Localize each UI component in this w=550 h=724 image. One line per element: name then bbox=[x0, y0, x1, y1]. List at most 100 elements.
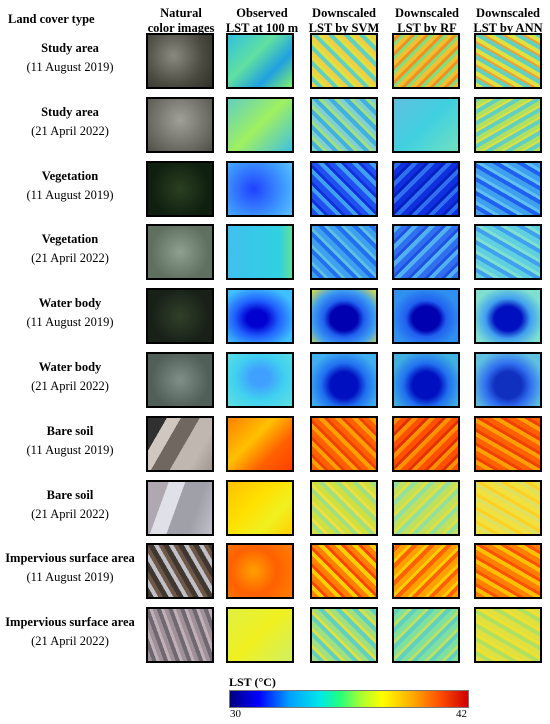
colorbar bbox=[229, 690, 469, 708]
ann-lst-map bbox=[474, 352, 542, 408]
row-label-type: Study area bbox=[41, 41, 99, 55]
natural-color-image bbox=[146, 224, 214, 281]
observed-lst-map bbox=[226, 607, 294, 664]
ann-lst-map bbox=[474, 607, 542, 664]
header-ann-line1: Downscaled bbox=[476, 6, 540, 20]
header-natural-line1: Natural bbox=[160, 6, 202, 20]
row-label-type: Impervious surface area bbox=[5, 615, 135, 630]
header-ann-line2: LST by ANN bbox=[473, 21, 543, 35]
header-land-cover-type: Land cover type bbox=[8, 12, 95, 26]
row-label-date: (21 April 2022) bbox=[31, 506, 109, 521]
rf-lst-map bbox=[392, 160, 460, 217]
header-ann: Downscaled LST by ANN bbox=[468, 6, 548, 36]
observed-lst-map bbox=[226, 33, 294, 89]
row-label-type: Vegetation bbox=[41, 232, 99, 247]
rf-lst-map bbox=[392, 543, 460, 600]
ann-lst-map bbox=[474, 224, 542, 281]
row-label-date: (21 April 2022) bbox=[31, 634, 109, 649]
natural-color-image bbox=[146, 33, 214, 89]
ann-lst-map bbox=[474, 415, 542, 472]
rf-lst-map bbox=[392, 607, 460, 664]
natural-color-image bbox=[146, 288, 214, 345]
colorbar-title: LST (°C) bbox=[229, 675, 276, 689]
observed-lst-map bbox=[226, 415, 294, 472]
natural-color-image bbox=[146, 479, 214, 536]
header-svm-line1: Downscaled bbox=[312, 6, 376, 20]
svm-lst-map bbox=[310, 352, 378, 408]
rf-lst-map bbox=[392, 224, 460, 281]
row-label-date: (21 April 2022) bbox=[31, 123, 109, 138]
rf-lst-map bbox=[392, 288, 460, 345]
row-label: Vegetation (11 August 2019) bbox=[0, 167, 140, 205]
row-label-type: Bare soil bbox=[46, 487, 94, 502]
row-label: Bare soil (11 August 2019) bbox=[0, 422, 140, 460]
row-label-date: (21 April 2022) bbox=[31, 379, 109, 393]
colorbar-min-label: 30 bbox=[230, 708, 241, 720]
row-label: Study area (21 April 2022) bbox=[0, 103, 140, 141]
header-natural-color-images: Natural color images bbox=[144, 6, 218, 36]
svm-lst-map bbox=[310, 96, 378, 153]
rf-lst-map bbox=[392, 33, 460, 89]
observed-lst-map bbox=[226, 352, 294, 408]
svm-lst-map bbox=[310, 607, 378, 664]
row-label-type: Vegetation bbox=[41, 168, 99, 183]
row-label-type: Impervious surface area bbox=[5, 551, 135, 566]
ann-lst-map bbox=[474, 96, 542, 153]
ann-lst-map bbox=[474, 160, 542, 217]
svm-lst-map bbox=[310, 224, 378, 281]
ann-lst-map bbox=[474, 479, 542, 536]
row-label-date: (11 August 2019) bbox=[26, 442, 114, 457]
rf-lst-map bbox=[392, 415, 460, 472]
row-label: Vegetation (21 April 2022) bbox=[0, 230, 140, 268]
svm-lst-map bbox=[310, 33, 378, 89]
natural-color-image bbox=[146, 415, 214, 472]
row-label-date: (21 April 2022) bbox=[31, 251, 109, 266]
row-label-date: (11 August 2019) bbox=[26, 315, 114, 330]
header-rf-line1: Downscaled bbox=[395, 6, 459, 20]
ann-lst-map bbox=[474, 33, 542, 89]
svm-lst-map bbox=[310, 543, 378, 600]
header-svm: Downscaled LST by SVM bbox=[304, 6, 384, 36]
observed-lst-map bbox=[226, 224, 294, 281]
svm-lst-map bbox=[310, 415, 378, 472]
natural-color-image bbox=[146, 96, 214, 153]
observed-lst-map bbox=[226, 288, 294, 345]
natural-color-image bbox=[146, 160, 214, 217]
observed-lst-map bbox=[226, 160, 294, 217]
header-rf-line2: LST by RF bbox=[397, 21, 457, 35]
natural-color-image bbox=[146, 352, 214, 408]
header-natural-line2: color images bbox=[147, 21, 215, 35]
header-rf: Downscaled LST by RF bbox=[390, 6, 464, 36]
header-observed-line2: LST at 100 m bbox=[225, 21, 299, 35]
row-label: Impervious surface area (21 April 2022) bbox=[0, 613, 140, 651]
row-label: Study area (11 August 2019) bbox=[0, 39, 140, 77]
row-label-type: Water body bbox=[38, 360, 102, 374]
natural-color-image bbox=[146, 543, 214, 600]
observed-lst-map bbox=[226, 543, 294, 600]
ann-lst-map bbox=[474, 543, 542, 600]
row-label: Impervious surface area (11 August 2019) bbox=[0, 549, 140, 587]
row-label-type: Water body bbox=[38, 296, 102, 311]
natural-color-image bbox=[146, 607, 214, 664]
svm-lst-map bbox=[310, 160, 378, 217]
row-label-date: (11 August 2019) bbox=[26, 60, 114, 74]
row-label-type: Bare soil bbox=[46, 423, 94, 438]
header-observed-lst: Observed LST at 100 m bbox=[224, 6, 300, 36]
rf-lst-map bbox=[392, 352, 460, 408]
colorbar-max-label: 42 bbox=[456, 708, 467, 720]
row-label-date: (11 August 2019) bbox=[26, 570, 114, 585]
header-svm-line2: LST by SVM bbox=[308, 21, 380, 35]
row-label-type: Study area bbox=[41, 104, 99, 119]
row-label: Water body (11 August 2019) bbox=[0, 294, 140, 332]
row-label: Water body (21 April 2022) bbox=[0, 358, 140, 396]
observed-lst-map bbox=[226, 479, 294, 536]
ann-lst-map bbox=[474, 288, 542, 345]
header-observed-line1: Observed bbox=[236, 6, 288, 20]
row-label: Bare soil (21 April 2022) bbox=[0, 486, 140, 524]
svm-lst-map bbox=[310, 288, 378, 345]
svm-lst-map bbox=[310, 479, 378, 536]
observed-lst-map bbox=[226, 96, 294, 153]
rf-lst-map bbox=[392, 96, 460, 153]
rf-lst-map bbox=[392, 479, 460, 536]
row-label-date: (11 August 2019) bbox=[26, 187, 114, 202]
